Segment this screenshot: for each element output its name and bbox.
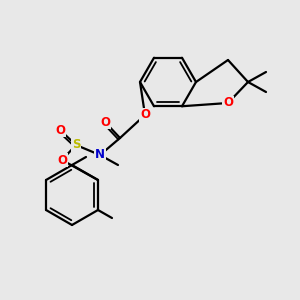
Text: S: S [72, 139, 80, 152]
Text: O: O [223, 97, 233, 110]
Text: O: O [140, 109, 150, 122]
Text: N: N [95, 148, 105, 161]
Text: O: O [57, 154, 67, 166]
Text: O: O [55, 124, 65, 136]
Text: O: O [100, 116, 110, 128]
